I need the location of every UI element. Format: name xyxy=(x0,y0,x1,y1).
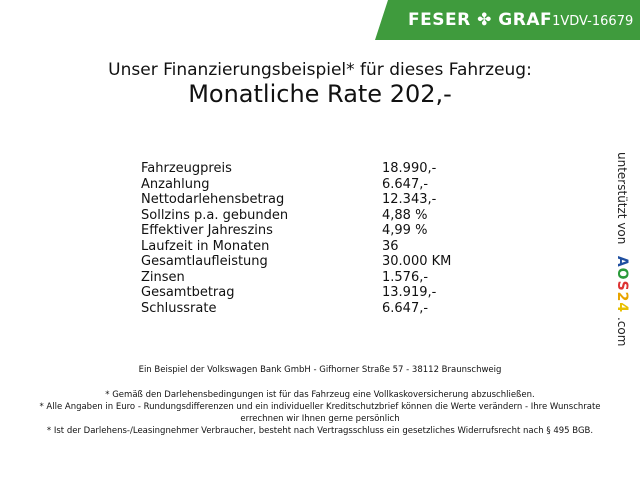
table-row: Sollzins p.a. gebunden 4,88 % xyxy=(141,208,451,224)
table-row: Nettodarlehensbetrag 12.343,- xyxy=(141,192,451,208)
row-label: Anzahlung xyxy=(141,176,210,192)
brand-banner xyxy=(375,0,640,40)
footnote-3: * Ist der Darlehens-/Leasingnehmer Verbr… xyxy=(46,426,594,436)
financing-table: Fahrzeugpreis 18.990,- Anzahlung 6.647,- Net… xyxy=(141,161,451,316)
table-row: Effektiver Jahreszins 4,99 % xyxy=(141,223,451,239)
sponsor-note: unterstützt von AOS24 .com xyxy=(614,152,630,346)
row-value: 18.990,- xyxy=(382,161,437,176)
table-row: Laufzeit in Monaten 36 xyxy=(141,239,451,255)
row-label: Nettodarlehensbetrag xyxy=(141,192,285,207)
table-row: Zinsen 1.576,- xyxy=(141,270,451,286)
row-label: Fahrzeugpreis xyxy=(141,161,232,176)
logo-letter: A xyxy=(614,255,630,268)
bank-note: Ein Beispiel der Volkswagen Bank GmbH - … xyxy=(138,365,502,375)
row-value: 6.647,- xyxy=(382,300,429,316)
clover-icon: ✤ xyxy=(477,10,492,30)
footnote-1: * Gemäß den Darlehensbedingungen ist für… xyxy=(105,390,535,400)
row-label: Schlussrate xyxy=(141,300,217,316)
table-row: Fahrzeugpreis 18.990,- xyxy=(141,161,451,177)
row-label: Gesamtlaufleistung xyxy=(141,254,268,269)
aos24-logo: AOS24 xyxy=(614,256,630,313)
row-value: 13.919,- xyxy=(382,285,437,300)
vehicle-code: 1VDV-16679 xyxy=(552,14,634,29)
row-value: 6.647,- xyxy=(382,176,429,192)
row-label: Laufzeit in Monaten xyxy=(141,238,270,254)
table-row: Gesamtbetrag 13.919,- xyxy=(141,285,451,301)
row-value: 1.576,- xyxy=(382,269,429,285)
brand-name: FESER xyxy=(408,10,471,30)
footnote-2: * Alle Angaben in Euro - Rundungsdiffere… xyxy=(39,402,601,424)
logo-letter: O xyxy=(614,267,630,281)
table-row: Anzahlung 6.647,- xyxy=(141,177,451,193)
logo-letter: S xyxy=(614,280,630,292)
row-value: 30.000 KM xyxy=(382,254,452,269)
brand-name-2: GRAF xyxy=(498,10,553,30)
sponsor-text: unterstützt von xyxy=(615,152,629,245)
row-value: 4,88 % xyxy=(382,207,428,223)
brand-logo: FESER ✤ GRAF1VDV-16679 xyxy=(408,10,633,30)
row-value: 4,99 % xyxy=(382,223,428,238)
row-label: Zinsen xyxy=(141,269,185,285)
row-value: 12.343,- xyxy=(382,192,437,207)
table-row: Schlussrate 6.647,- xyxy=(141,301,451,317)
row-label: Effektiver Jahreszins xyxy=(141,223,273,238)
logo-letter: 4 xyxy=(614,302,630,314)
subtitle: Unser Finanzierungsbeispiel* für dieses … xyxy=(108,60,532,80)
table-row: Gesamtlaufleistung 30.000 KM xyxy=(141,254,451,270)
row-value: 36 xyxy=(382,238,399,254)
logo-letter: 2 xyxy=(614,291,630,303)
sponsor-suffix: .com xyxy=(615,317,629,347)
row-label: Sollzins p.a. gebunden xyxy=(141,207,289,223)
row-label: Gesamtbetrag xyxy=(141,285,235,300)
page-title: Monatliche Rate 202,- xyxy=(188,80,452,108)
